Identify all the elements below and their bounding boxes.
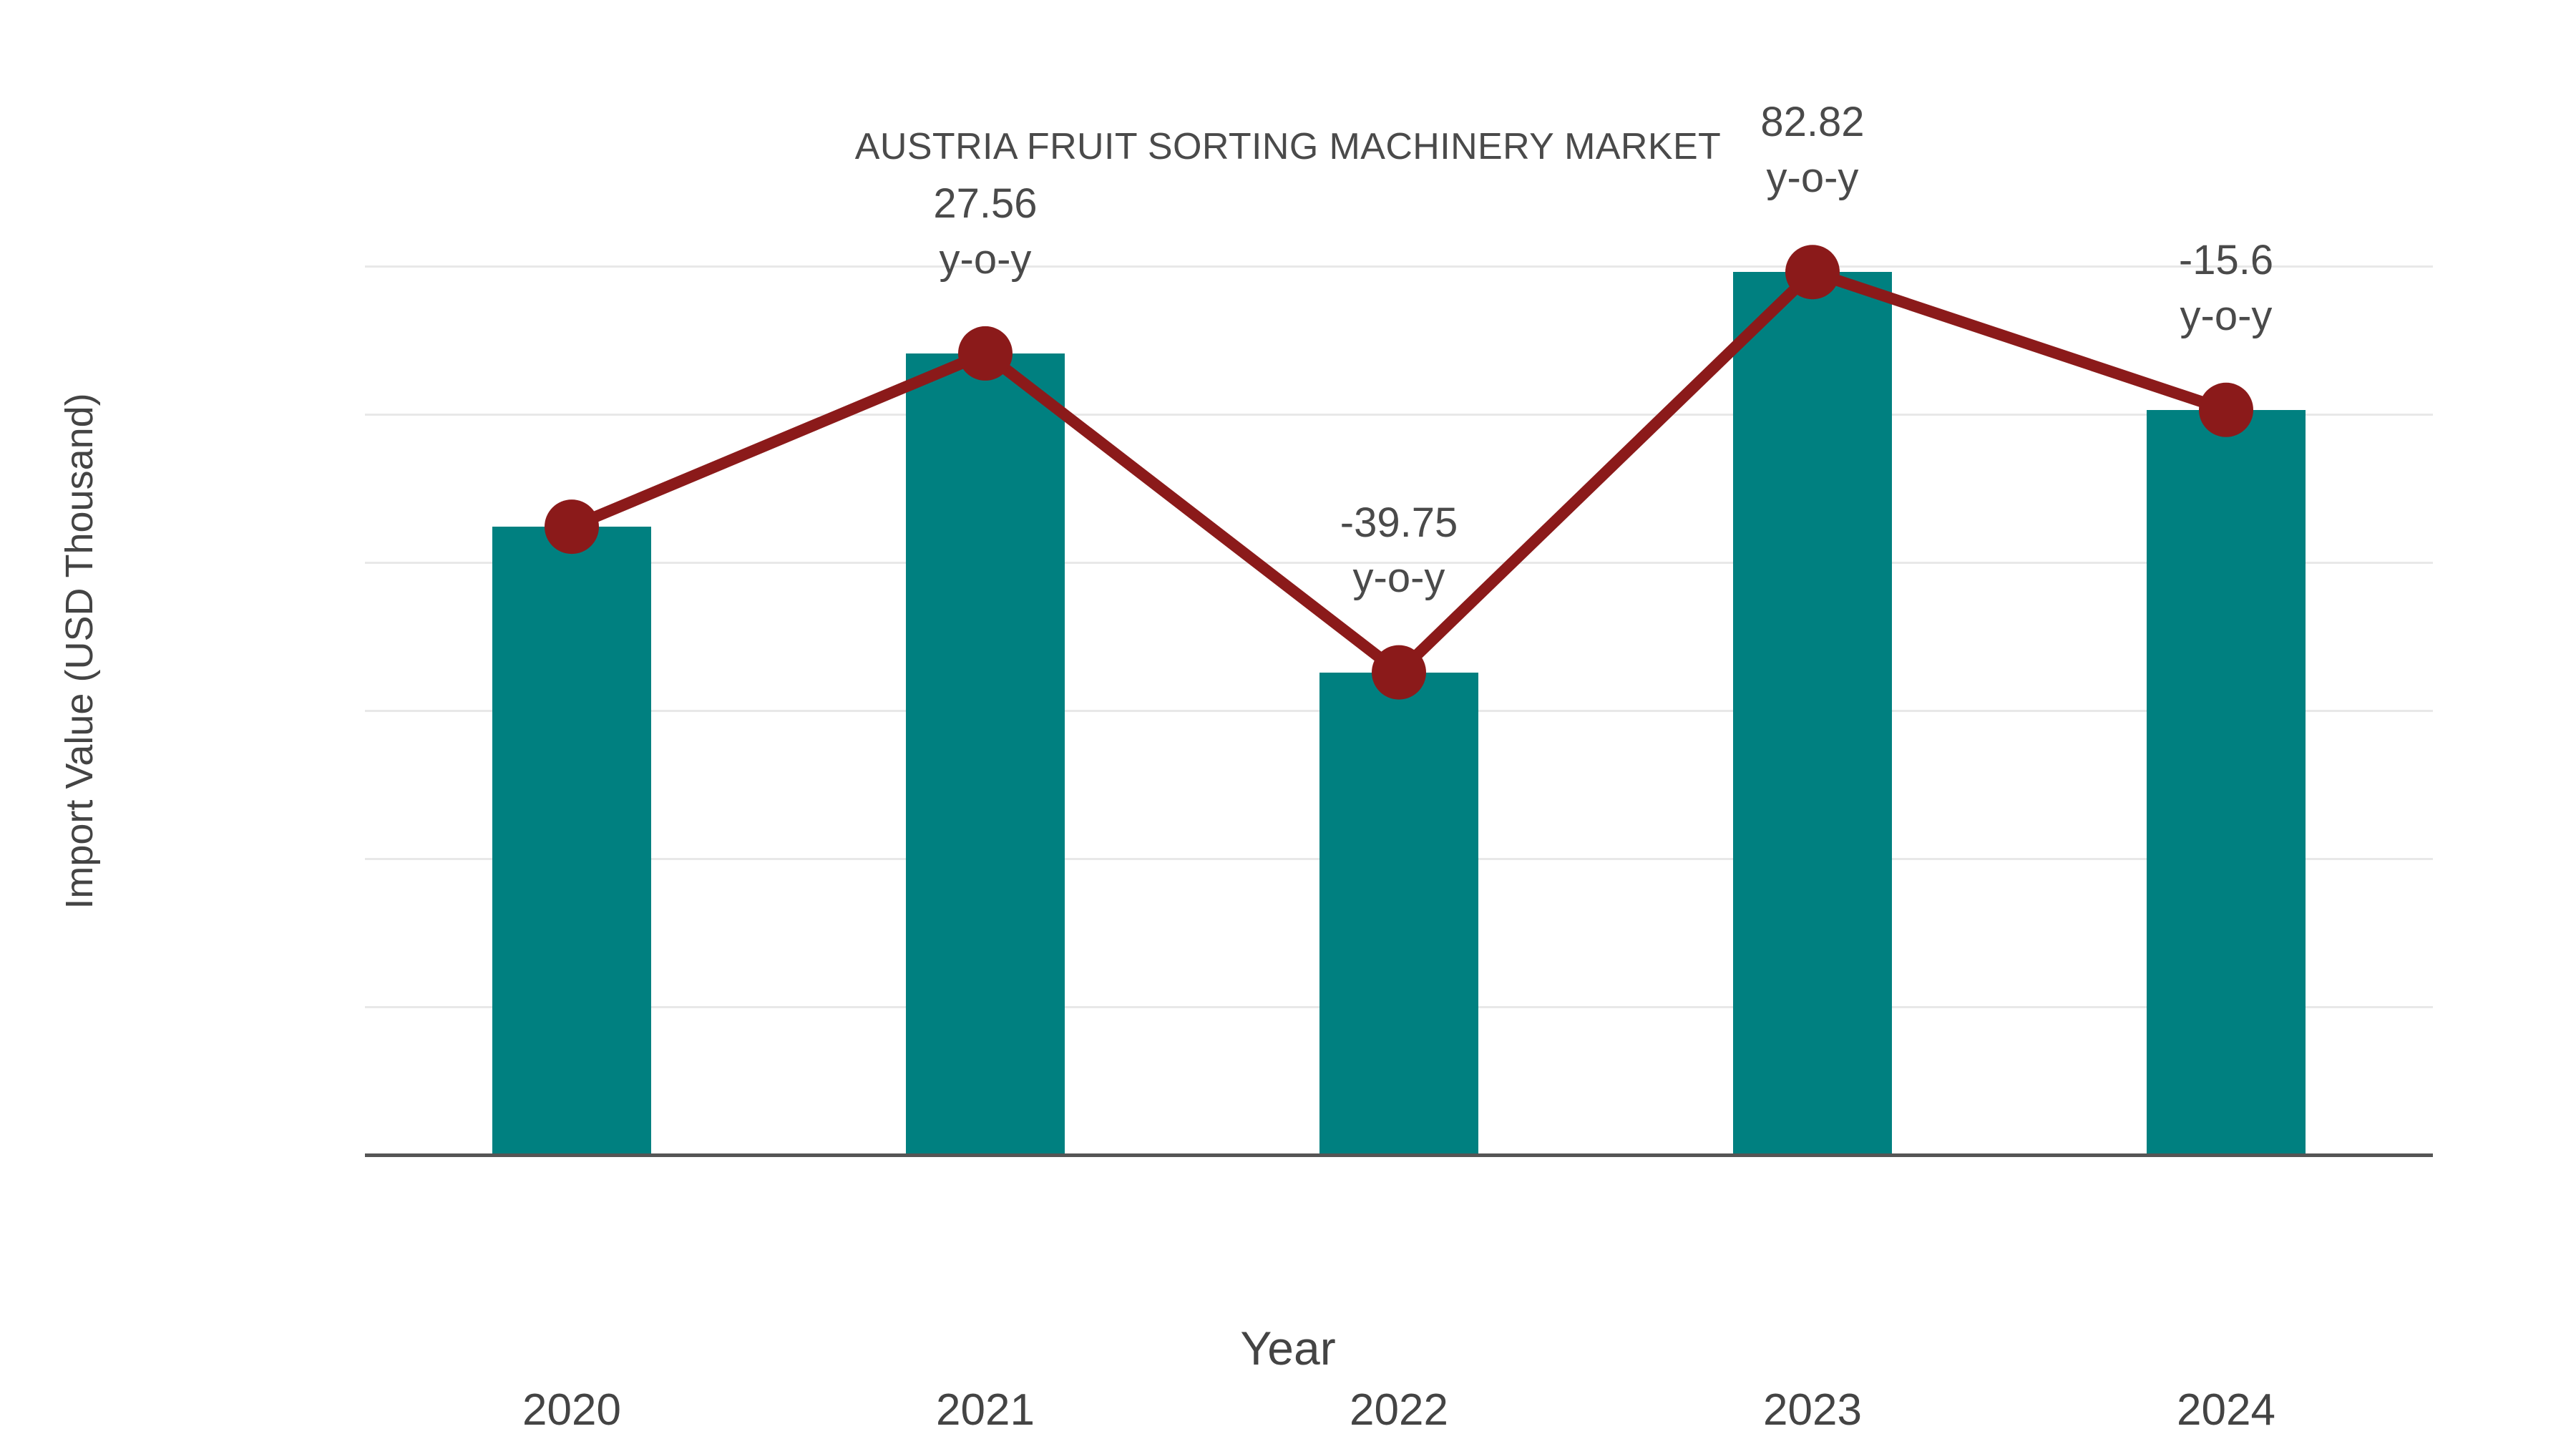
yoy-label-2021: 27.56 y-o-y	[821, 176, 1150, 287]
yoy-trend-line	[566, 266, 2232, 678]
x-axis-tick-label-2021: 2021	[936, 1385, 1035, 1435]
x-axis-tick-label-2024: 2024	[2177, 1385, 2275, 1435]
plot-area: 0100020003000400050006000 27.56y-o-y-39.…	[365, 99, 2433, 1435]
yoy-label-2023: 82.82 y-o-y	[1648, 94, 1977, 205]
yoy-value: 27.56	[933, 180, 1038, 227]
bar-2020[interactable]	[492, 527, 651, 1156]
x-axis-tick-label-2023: 2023	[1763, 1385, 1862, 1435]
yoy-value: 82.82	[1760, 99, 1865, 146]
yoy-suffix: y-o-y	[1352, 555, 1445, 602]
yoy-value: -39.75	[1340, 499, 1458, 546]
yoy-value: -15.6	[2178, 236, 2274, 283]
x-axis-spine	[365, 1153, 2433, 1157]
yoy-suffix: y-o-y	[1766, 154, 1859, 201]
gridline	[365, 414, 2433, 416]
chart-title: AUSTRIA FRUIT SORTING MACHINERY MARKET	[854, 126, 1722, 167]
bar-2023[interactable]	[1733, 272, 1892, 1156]
y-axis-title: Import Value (USD Thousand)	[58, 393, 101, 909]
yoy-suffix: y-o-y	[939, 235, 1032, 283]
yoy-label-2022: -39.75 y-o-y	[1234, 495, 1563, 606]
yoy-suffix: y-o-y	[2180, 292, 2273, 339]
x-axis-tick-label-2022: 2022	[1350, 1385, 1448, 1435]
bar-2021[interactable]	[906, 353, 1065, 1156]
bar-2024[interactable]	[2147, 409, 2306, 1156]
bar-2022[interactable]	[1319, 672, 1478, 1156]
x-axis-title: Year	[1240, 1322, 1336, 1375]
yoy-label-2024: -15.6 y-o-y	[2062, 233, 2391, 343]
x-axis-tick-label-2020: 2020	[522, 1385, 621, 1435]
